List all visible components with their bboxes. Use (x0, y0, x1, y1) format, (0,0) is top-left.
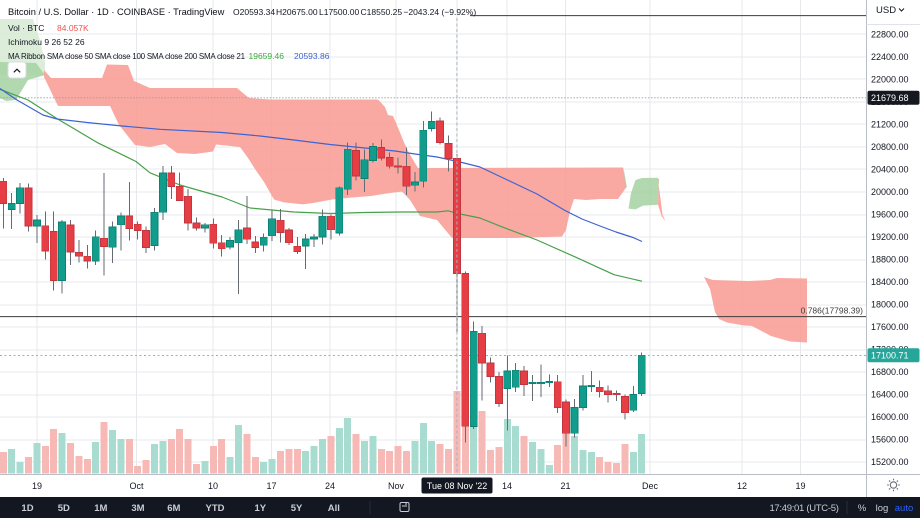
svg-text:−2043.24 (−9.92%): −2043.24 (−9.92%) (403, 7, 476, 17)
svg-text:12: 12 (737, 481, 747, 491)
svg-text:19: 19 (795, 481, 805, 491)
svg-text:21200.00: 21200.00 (871, 119, 909, 129)
svg-text:log: log (876, 503, 889, 514)
svg-text:18400.00: 18400.00 (871, 277, 909, 287)
svg-text:Nov: Nov (388, 481, 405, 491)
svg-text:21679.68: 21679.68 (871, 93, 909, 103)
svg-text:%: % (858, 503, 867, 514)
svg-text:15200.00: 15200.00 (871, 457, 909, 467)
svg-text:19659.46: 19659.46 (249, 51, 285, 61)
svg-text:L17500.00: L17500.00 (319, 7, 359, 17)
svg-text:16000.00: 16000.00 (871, 412, 909, 422)
svg-text:USD: USD (876, 5, 896, 16)
svg-text:3M: 3M (131, 503, 144, 514)
svg-text:20800.00: 20800.00 (871, 142, 909, 152)
svg-text:MA Ribbon SMA close 50 SMA clo: MA Ribbon SMA close 50 SMA close 100 SMA… (8, 52, 246, 61)
svg-text:0.786(17798.39): 0.786(17798.39) (801, 306, 864, 316)
svg-text:Tue 08 Nov '22: Tue 08 Nov '22 (427, 481, 487, 491)
svg-text:1D: 1D (21, 503, 33, 514)
svg-text:19200.00: 19200.00 (871, 232, 909, 242)
svg-text:17: 17 (266, 481, 276, 491)
svg-text:22000.00: 22000.00 (871, 74, 909, 84)
svg-text:1M: 1M (94, 503, 107, 514)
svg-text:17100.71: 17100.71 (871, 351, 909, 361)
svg-text:1Y: 1Y (254, 503, 266, 514)
svg-text:Ichimoku 9 26 52 26: Ichimoku 9 26 52 26 (8, 37, 85, 47)
svg-text:H20675.00: H20675.00 (276, 7, 318, 17)
svg-text:20593.86: 20593.86 (294, 51, 330, 61)
svg-text:15600.00: 15600.00 (871, 435, 909, 445)
svg-text:5D: 5D (58, 503, 70, 514)
svg-text:Dec: Dec (642, 481, 659, 491)
svg-text:16400.00: 16400.00 (871, 390, 909, 400)
svg-text:10: 10 (208, 481, 218, 491)
svg-text:C18550.25: C18550.25 (361, 7, 403, 17)
svg-text:6M: 6M (167, 503, 180, 514)
svg-text:17:49:01 (UTC-5): 17:49:01 (UTC-5) (769, 503, 838, 514)
svg-text:Bitcoin / U.S. Dollar · 1D · C: Bitcoin / U.S. Dollar · 1D · COINBASE · … (8, 7, 225, 17)
svg-text:14: 14 (502, 481, 512, 491)
svg-text:84.057K: 84.057K (57, 23, 89, 33)
svg-text:Oct: Oct (129, 481, 144, 491)
svg-text:16800.00: 16800.00 (871, 367, 909, 377)
svg-text:20000.00: 20000.00 (871, 187, 909, 197)
svg-text:22800.00: 22800.00 (871, 29, 909, 39)
svg-text:19600.00: 19600.00 (871, 210, 909, 220)
svg-text:YTD: YTD (206, 503, 225, 514)
svg-text:5Y: 5Y (291, 503, 303, 514)
svg-text:22400.00: 22400.00 (871, 52, 909, 62)
svg-text:18800.00: 18800.00 (871, 255, 909, 265)
svg-text:O20593.34: O20593.34 (233, 7, 275, 17)
svg-text:21: 21 (560, 481, 570, 491)
svg-text:Vol · BTC: Vol · BTC (8, 23, 44, 33)
svg-text:All: All (328, 503, 340, 514)
svg-text:24: 24 (325, 481, 335, 491)
svg-text:20400.00: 20400.00 (871, 165, 909, 175)
svg-text:auto: auto (895, 503, 914, 514)
svg-text:19: 19 (32, 481, 42, 491)
svg-text:18000.00: 18000.00 (871, 300, 909, 310)
svg-text:17600.00: 17600.00 (871, 322, 909, 332)
